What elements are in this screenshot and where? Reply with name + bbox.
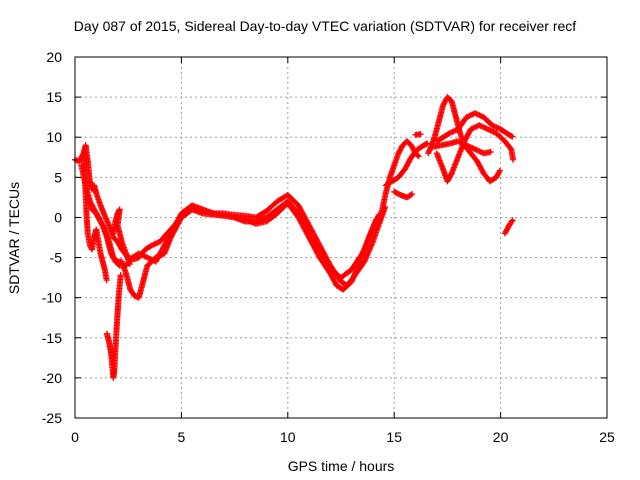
x-tick-label: 15 xyxy=(386,429,402,445)
data-point xyxy=(509,133,516,140)
data-point xyxy=(409,191,416,198)
plot-frame xyxy=(74,56,608,419)
y-tick-label: -10 xyxy=(42,290,62,306)
x-tick-label: 25 xyxy=(599,429,615,445)
y-tick-label: -20 xyxy=(42,370,62,386)
grid xyxy=(75,57,607,418)
x-tick-label: 10 xyxy=(280,429,296,445)
data-point xyxy=(487,148,494,155)
chart-title: Day 087 of 2015, Sidereal Day-to-day VTE… xyxy=(74,18,576,34)
y-tick-label: 10 xyxy=(46,129,62,145)
y-axis-title: SDTVAR / TECUs xyxy=(6,182,22,294)
x-axis-title: GPS time / hours xyxy=(288,458,395,474)
data-point xyxy=(510,156,517,163)
data-point xyxy=(447,171,454,178)
x-tick-label: 20 xyxy=(493,429,509,445)
y-tick-label: 20 xyxy=(46,49,62,65)
y-tick-labels: 20 15 10 5 0 -5 -10 -15 -20 -25 xyxy=(42,49,62,426)
y-tick-label: 5 xyxy=(54,169,62,185)
data-point xyxy=(117,272,124,279)
y-tick-label: -25 xyxy=(42,410,62,426)
y-tick-label: 15 xyxy=(46,89,62,105)
data-point xyxy=(508,218,515,225)
data-point xyxy=(126,261,133,268)
data-point xyxy=(424,140,431,147)
data-point xyxy=(407,191,414,198)
data-point xyxy=(509,217,516,224)
data-point xyxy=(103,277,110,284)
axis-ticks xyxy=(74,56,608,419)
data-point xyxy=(496,168,503,175)
y-tick-label: -5 xyxy=(50,250,63,266)
x-tick-label: 0 xyxy=(71,429,79,445)
data-point xyxy=(496,167,503,174)
y-tick-label: -15 xyxy=(42,330,62,346)
data-point xyxy=(415,153,422,160)
x-tick-labels: 0 5 10 15 20 25 xyxy=(71,429,615,445)
y-tick-label: 0 xyxy=(54,209,62,225)
x-tick-label: 5 xyxy=(178,429,186,445)
data-points xyxy=(72,94,517,381)
data-point xyxy=(417,131,424,138)
data-point xyxy=(101,225,108,232)
